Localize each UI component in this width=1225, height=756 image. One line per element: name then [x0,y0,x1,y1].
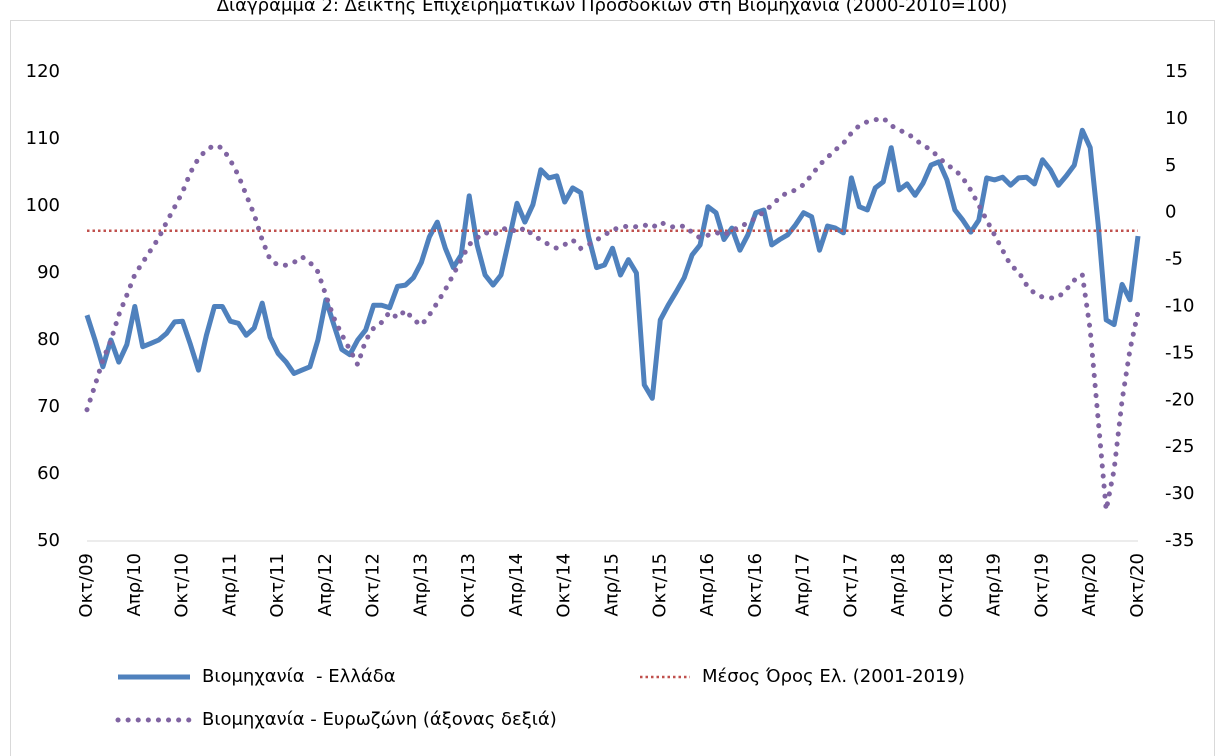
x-tick-label: Οκτ/16 [745,553,766,618]
y-tick-label: 80 [37,329,60,350]
x-tick-label: Απρ/13 [410,553,431,617]
x-tick-label: Απρ/12 [315,553,336,617]
x-tick-label: Απρ/11 [219,553,240,617]
series-line [84,115,1141,511]
x-tick-label: Οκτ/13 [458,553,479,618]
y2-tick-label: -30 [1165,483,1194,504]
x-tick-label: Οκτ/14 [554,553,575,618]
x-tick-label: Οκτ/19 [1031,553,1052,618]
y2-tick-label: -35 [1165,530,1194,551]
x-tick-label: Οκτ/20 [1127,553,1148,618]
x-tick-label: Απρ/19 [984,553,1005,617]
y2-tick-label: 10 [1165,108,1188,129]
chart-title: Διάγραμμα 2: Δείκτης Επιχειρηματικών Προ… [217,0,1008,16]
x-tick-label: Απρ/20 [1079,553,1100,617]
y2-tick-label: 0 [1165,202,1176,223]
x-tick-label: Οκτ/10 [172,553,193,618]
y-tick-label: 120 [26,61,60,82]
y2-tick-label: -5 [1165,249,1183,270]
x-tick-label: Απρ/14 [506,553,527,617]
x-tick-label: Οκτ/18 [936,553,957,618]
y-tick-label: 50 [37,530,60,551]
x-tick-label: Απρ/16 [697,553,718,617]
legend-label: Μέσος Όρος Ελ. (2001-2019) [702,666,965,687]
legend-label: Βιομηχανία - Ευρωζώνη (άξονας δεξιά) [202,709,557,730]
y-tick-label: 60 [37,463,60,484]
x-tick-label: Οκτ/15 [649,553,670,618]
y2-tick-label: -25 [1165,436,1194,457]
x-tick-label: Απρ/15 [602,553,623,617]
x-tick-label: Οκτ/09 [76,553,97,618]
y-tick-label: 110 [26,128,60,149]
series-line [84,127,1141,401]
y2-tick-label: 5 [1165,155,1176,176]
y-tick-label: 100 [26,195,60,216]
legend-label: Βιομηχανία - Ελλάδα [202,666,396,687]
chart-border [10,20,1215,756]
y2-tick-label: -15 [1165,342,1194,363]
x-tick-label: Απρ/10 [124,553,145,617]
x-tick-label: Απρ/17 [793,553,814,617]
y-tick-label: 90 [37,262,60,283]
x-tick-label: Απρ/18 [888,553,909,617]
y2-tick-label: -10 [1165,296,1194,317]
x-tick-label: Οκτ/17 [840,553,861,618]
y2-tick-label: 15 [1165,61,1188,82]
y2-tick-label: -20 [1165,389,1194,410]
x-tick-label: Οκτ/11 [267,553,288,618]
x-tick-label: Οκτ/12 [363,553,384,618]
y-tick-label: 70 [37,396,60,417]
